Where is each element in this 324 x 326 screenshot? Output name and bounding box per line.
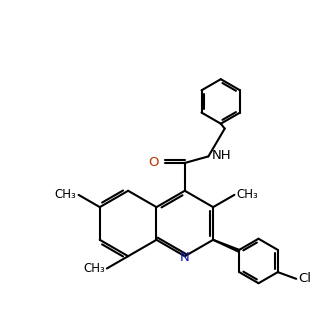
- Text: Cl: Cl: [298, 272, 311, 285]
- Text: CH₃: CH₃: [83, 262, 105, 275]
- Text: CH₃: CH₃: [55, 188, 76, 201]
- Text: O: O: [148, 156, 158, 170]
- Text: N: N: [180, 251, 190, 264]
- Text: CH₃: CH₃: [237, 188, 258, 201]
- Text: NH: NH: [211, 149, 231, 162]
